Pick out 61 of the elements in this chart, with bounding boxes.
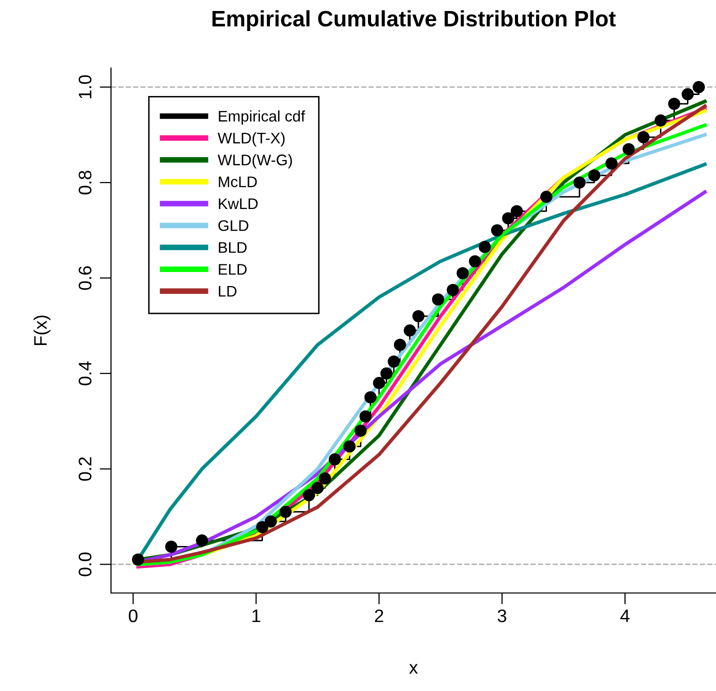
point [394, 338, 406, 351]
chart-title: Empirical Cumulative Distribution Plot [212, 10, 616, 31]
point [588, 169, 600, 182]
y-tick-label: 0.8 [78, 170, 92, 194]
y-tick-label: 0.4 [78, 361, 92, 386]
point [343, 440, 356, 453]
point [388, 355, 400, 368]
legend-label: WLD(T-X) [218, 132, 285, 147]
point [502, 212, 514, 224]
point [328, 453, 341, 466]
point [256, 521, 268, 534]
point [510, 205, 523, 218]
point [540, 190, 552, 203]
point [491, 224, 504, 236]
point [692, 81, 705, 94]
y-axis-title: F(x) [34, 316, 50, 346]
legend-label: BLD [218, 242, 247, 253]
point [196, 534, 208, 547]
y-tick-label: 0.0 [78, 552, 92, 576]
x-tick-label: 3 [498, 609, 506, 622]
point [654, 114, 667, 127]
point [682, 88, 694, 100]
x-tick-label: 0 [128, 609, 138, 622]
point [573, 176, 586, 189]
x-tick-label: 4 [620, 610, 630, 622]
point [312, 482, 324, 494]
point [404, 324, 416, 337]
point [372, 376, 386, 390]
legend-label: WLD(W-G) [218, 154, 292, 168]
point [364, 391, 377, 404]
point [412, 310, 424, 322]
x-tick-label: 2 [374, 609, 384, 622]
point [622, 143, 635, 156]
point [468, 255, 482, 268]
point [318, 472, 332, 485]
point [132, 554, 144, 566]
point [165, 540, 178, 553]
legend-label: McLD [218, 176, 257, 188]
point [432, 293, 444, 306]
legend-label: ELD [218, 264, 247, 275]
point [478, 240, 491, 254]
legend-label: GLD [218, 220, 248, 232]
y-tick-label: 1.0 [78, 75, 92, 98]
y-tick-label: 0.6 [78, 266, 92, 290]
point [302, 489, 316, 502]
x-tick-label: 1 [252, 610, 260, 622]
y-tick-label: 0.2 [78, 457, 92, 481]
x-axis-title: x [409, 664, 418, 674]
legend-label: LD [218, 286, 236, 297]
point [280, 506, 292, 518]
point [637, 131, 650, 144]
point [668, 98, 680, 110]
point [380, 367, 393, 380]
point [354, 424, 367, 437]
point [359, 410, 372, 422]
point [456, 267, 469, 280]
legend-label: Empirical cdf [218, 110, 306, 125]
point [446, 284, 459, 296]
point [605, 157, 618, 170]
legend-label: KwLD [218, 198, 258, 209]
point [264, 515, 277, 528]
